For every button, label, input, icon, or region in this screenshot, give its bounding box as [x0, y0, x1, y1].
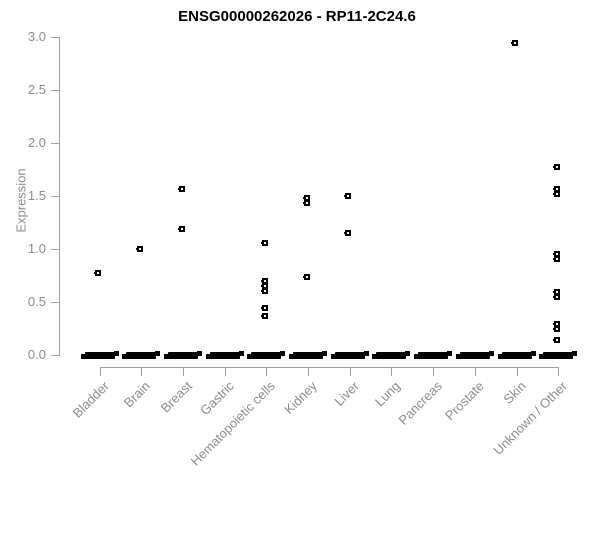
- y-tick-label: 0.0: [27, 347, 46, 362]
- chart-title: ENSG00000262026 - RP11-2C24.6: [178, 8, 416, 25]
- x-axis-tick: [516, 367, 518, 376]
- data-point: [303, 195, 310, 202]
- expression-strip-chart: ENSG00000262026 - RP11-2C24.6 Expression…: [13, 8, 578, 469]
- zero-expression-band: [372, 350, 411, 359]
- data-point: [553, 185, 560, 192]
- data-point: [553, 325, 560, 332]
- x-axis-tick: [224, 367, 226, 376]
- data-point: [553, 337, 560, 344]
- y-axis-tick: [51, 90, 59, 91]
- x-axis-tick: [349, 367, 351, 376]
- data-point: [178, 185, 185, 192]
- y-tick-label: 1.5: [27, 188, 46, 203]
- y-tick-label: 2.0: [27, 135, 46, 150]
- x-axis-tick: [308, 367, 309, 376]
- x-axis-tick: [266, 367, 268, 376]
- y-tick-label: 2.5: [27, 82, 46, 97]
- x-axis-tick: [99, 367, 101, 376]
- x-axis-tick: [474, 367, 476, 376]
- x-axis-tick: [141, 367, 143, 376]
- zero-expression-band: [247, 350, 286, 359]
- data-point: [303, 273, 310, 280]
- data-point: [262, 283, 268, 290]
- data-point: [95, 270, 102, 277]
- y-axis-tick: [51, 143, 59, 144]
- zero-expression-band: [414, 350, 453, 359]
- zero-expression-band: [163, 350, 202, 359]
- y-tick-label: 0.5: [27, 294, 46, 309]
- zero-expression-band: [455, 350, 494, 359]
- data-point: [345, 193, 352, 199]
- data-point: [303, 200, 310, 207]
- data-point: [553, 190, 560, 197]
- data-point: [262, 239, 268, 246]
- y-axis-line: [59, 37, 60, 356]
- zero-expression-band: [80, 350, 119, 359]
- y-axis-tick: [51, 249, 59, 250]
- data-point: [178, 225, 185, 232]
- data-point: [553, 255, 560, 262]
- y-tick-label: 1.0: [27, 241, 46, 256]
- y-tick-label: 3.0: [27, 29, 46, 44]
- data-point: [136, 246, 143, 252]
- zero-expression-band: [497, 350, 536, 359]
- y-axis-tick: [51, 355, 59, 356]
- data-point: [553, 164, 560, 171]
- data-point: [345, 230, 352, 237]
- data-point: [262, 277, 268, 284]
- zero-expression-band: [330, 350, 369, 359]
- x-axis-tick: [433, 367, 435, 376]
- y-axis-tick: [51, 37, 59, 38]
- zero-expression-band: [539, 350, 578, 359]
- data-point: [262, 288, 268, 295]
- zero-expression-band: [289, 350, 327, 359]
- x-axis-tick: [182, 367, 184, 376]
- x-axis-tick: [391, 367, 393, 376]
- x-axis-tick: [558, 367, 560, 376]
- zero-expression-band: [122, 350, 161, 359]
- data-point: [262, 305, 268, 312]
- zero-expression-band: [205, 350, 244, 359]
- data-point: [512, 40, 519, 47]
- data-point: [553, 293, 560, 300]
- y-axis-tick: [51, 302, 59, 303]
- y-axis-tick: [51, 196, 59, 197]
- data-point: [262, 312, 268, 319]
- x-axis-line: [99, 367, 560, 368]
